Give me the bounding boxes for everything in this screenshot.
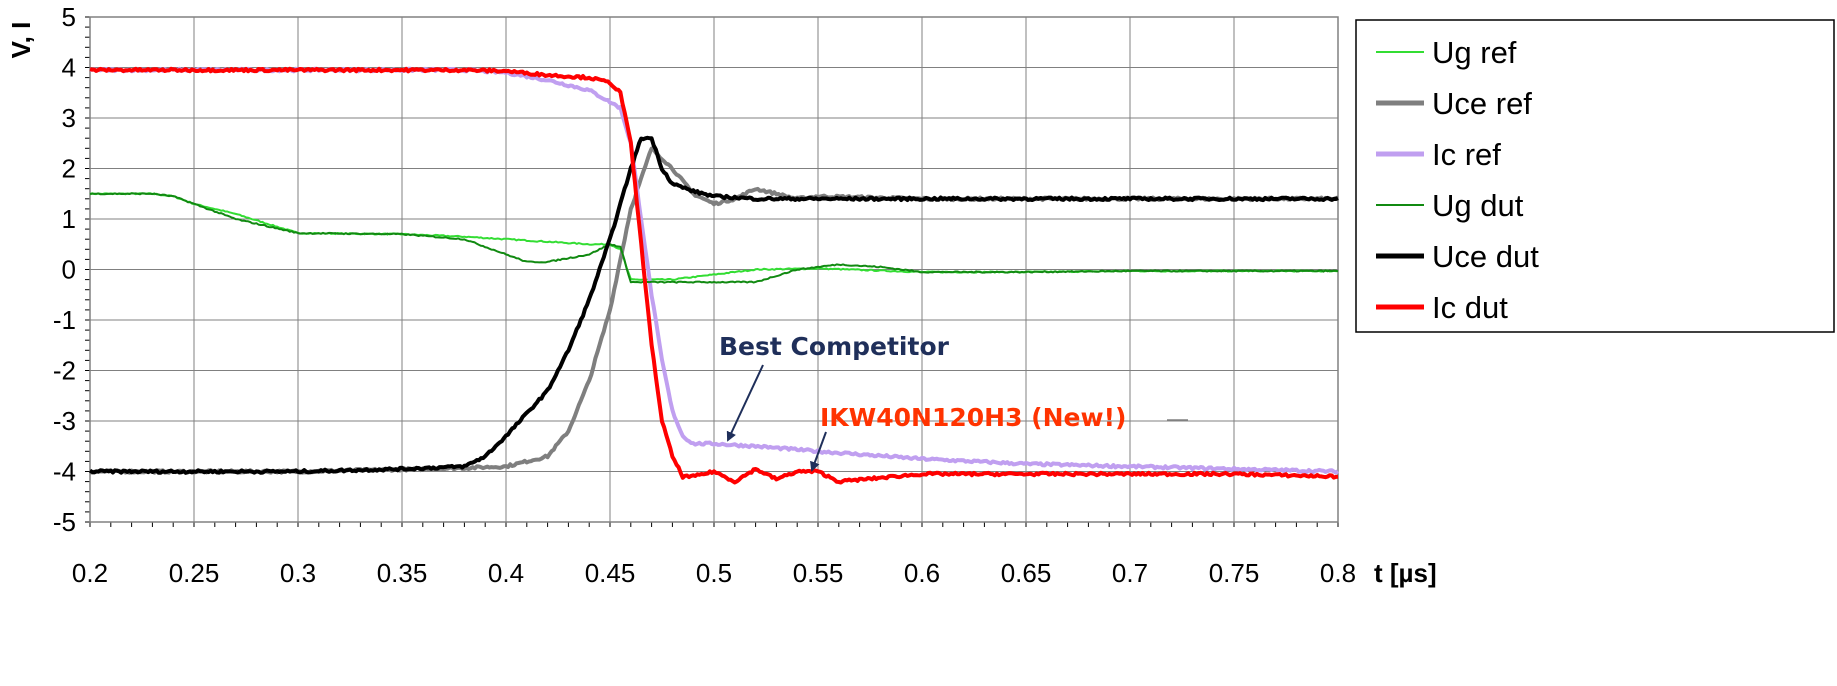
- legend-label-ug-ref: Ug ref: [1432, 35, 1517, 70]
- legend-label-ic-dut: Ic dut: [1432, 290, 1508, 325]
- annotation-arrow: [726, 364, 764, 442]
- legend-label-uce-dut: Uce dut: [1432, 239, 1539, 274]
- plot-border: [89, 16, 1339, 523]
- annotation-ikw40n120h3: IKW40N120H3 (New!): [810, 403, 1188, 472]
- y-axis-title: V, I: [6, 22, 36, 59]
- y-tick-label: -1: [53, 305, 76, 335]
- series-line-ic-dut: [89, 66, 1339, 485]
- x-tick-label: 0.3: [280, 558, 316, 588]
- legend-label-ug-dut: Ug dut: [1432, 188, 1524, 223]
- annotation-best-competitor: Best Competitor: [719, 332, 950, 442]
- y-tick-label: 1: [62, 204, 76, 234]
- x-tick-label: 0.6: [904, 558, 940, 588]
- x-tick-label: 0.7: [1112, 558, 1148, 588]
- y-tick-label: 0: [62, 255, 76, 285]
- annotation-ikw40n120h3-label: IKW40N120H3 (New!): [820, 403, 1126, 432]
- x-tick-label: 0.4: [488, 558, 524, 588]
- x-tick-label: 0.2: [72, 558, 108, 588]
- y-tick-label: -3: [53, 406, 76, 436]
- x-tick-label: 0.65: [1001, 558, 1052, 588]
- legend-label-ic-ref: Ic ref: [1432, 137, 1501, 172]
- x-tick-label: 0.55: [793, 558, 844, 588]
- legend: Ug ref Uce ref Ic ref Ug dut Uce dut Ic dut: [1355, 19, 1835, 333]
- x-tick-label: 0.8: [1320, 558, 1356, 588]
- y-tick-label: -2: [53, 356, 76, 386]
- legend-items: Ug ref Uce ref Ic ref Ug dut Uce dut Ic dut: [1376, 35, 1539, 325]
- x-tick-labels: 0.2 0.25 0.3 0.35 0.4 0.45 0.5 0.55 0.6 0.65 0.7 0.…: [72, 558, 1356, 588]
- series-line-uce-dut: [88, 135, 1339, 475]
- series-lines: [88, 66, 1340, 485]
- y-tick-labels: 5 4 3 2 1 0 -1 -2 -3 -4 -5: [53, 2, 76, 537]
- y-tick-label: -5: [53, 507, 76, 537]
- legend-label-uce-ref: Uce ref: [1432, 86, 1532, 121]
- x-tick-label: 0.5: [696, 558, 732, 588]
- x-tick-label: 0.75: [1209, 558, 1260, 588]
- x-tick-label: 0.35: [377, 558, 428, 588]
- y-tick-label: 5: [62, 2, 76, 32]
- y-tick-label: -4: [53, 457, 76, 487]
- y-tick-label: 2: [62, 154, 76, 184]
- x-tick-label: 0.45: [585, 558, 636, 588]
- x-axis-title: t [µs]: [1374, 558, 1437, 588]
- y-tick-label: 3: [62, 103, 76, 133]
- x-tick-label: 0.25: [169, 558, 220, 588]
- minor-ticks: [85, 16, 1339, 527]
- series-line-ug-dut: [89, 192, 1339, 284]
- annotation-arrow: [810, 431, 827, 472]
- annotation-best-competitor-label: Best Competitor: [719, 332, 950, 361]
- legend-box: [1355, 19, 1835, 333]
- y-tick-label: 4: [62, 53, 76, 83]
